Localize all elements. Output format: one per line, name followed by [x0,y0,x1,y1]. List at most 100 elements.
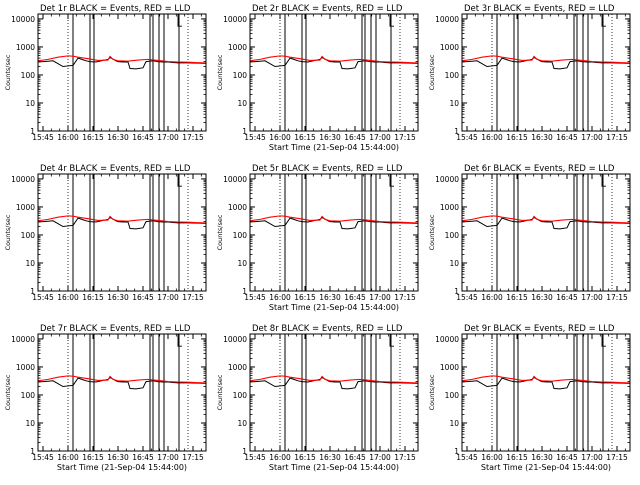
series-line-lld [38,215,206,224]
step-marker [177,334,182,347]
x-tick-label: 16:00 [481,453,503,462]
series-line-events [38,56,206,70]
x-axis-label: Start Time (21-Sep-04 15:44:00) [269,303,399,312]
plot-area [38,334,206,451]
step-marker [389,334,394,347]
y-tick-label: 1000 [440,363,459,372]
plot-frame [249,333,419,452]
x-tick-label: 15:45 [456,453,478,462]
x-tick-label: 16:00 [57,453,79,462]
series-line-lld [462,55,630,64]
y-tick-label: 10 [449,259,459,268]
x-tick-label: 17:15 [182,453,204,462]
y-tick-label: 10000 [11,15,35,24]
x-tick-label: 17:00 [369,453,391,462]
y-tick-label: 100 [445,231,460,240]
series-line-events [462,376,630,390]
chart-panel-5: Det 5r BLACK = Events, RED = LLD Counts/s… [216,164,419,312]
x-tick-label: 16:45 [344,133,366,142]
series-line-events [38,376,206,390]
x-tick-label: 17:00 [581,453,603,462]
x-tick-label: 15:45 [244,133,266,142]
y-tick-label: 1 [242,287,247,296]
x-tick-label: 16:45 [132,293,154,302]
y-axis-label: Counts/sec [4,54,12,90]
y-tick-label: 1000 [228,363,247,372]
x-tick-label: 17:00 [157,133,179,142]
x-tick-label: 17:00 [369,293,391,302]
x-tick-label: 15:45 [32,293,54,302]
plot-frame [249,173,419,292]
step-marker [177,174,182,187]
y-tick-label: 10000 [11,335,35,344]
plot-area [38,14,206,131]
x-tick-label: 17:15 [182,133,204,142]
series-line-events [250,376,418,390]
y-tick-label: 1 [30,287,35,296]
x-axis-label: Start Time (21-Sep-04 15:44:00) [481,463,611,472]
x-tick-label: 16:15 [506,293,528,302]
x-tick-label: 15:45 [32,133,54,142]
x-tick-label: 16:15 [82,293,104,302]
chart-panel-1: Det 1r BLACK = Events, RED = LLD Counts/s… [4,4,207,142]
x-tick-label: 17:00 [581,293,603,302]
x-tick-label: 16:15 [82,453,104,462]
x-tick-label: 16:45 [344,293,366,302]
series-line-lld [38,375,206,384]
y-tick-label: 10000 [435,335,459,344]
plot-frame [37,13,207,132]
y-tick-label: 1000 [228,203,247,212]
x-tick-label: 16:15 [294,293,316,302]
y-tick-label: 1 [30,447,35,456]
y-axis-label: Counts/sec [428,214,436,250]
chart-title: Det 7r BLACK = Events, RED = LLD [40,324,191,334]
x-tick-label: 16:15 [506,453,528,462]
y-axis-label: Counts/sec [428,54,436,90]
y-tick-label: 10000 [223,335,247,344]
series-line-events [250,56,418,70]
x-axis-label: Start Time (21-Sep-04 15:44:00) [57,463,187,472]
x-tick-label: 16:30 [107,133,129,142]
x-tick-label: 16:00 [481,293,503,302]
y-tick-label: 10000 [435,15,459,24]
y-tick-label: 100 [233,71,248,80]
step-marker [177,14,182,27]
y-tick-label: 10 [237,99,247,108]
series-line-events [250,216,418,230]
x-tick-label: 17:15 [394,133,416,142]
series-line-events [462,56,630,70]
x-tick-label: 15:45 [456,133,478,142]
x-tick-label: 16:00 [57,133,79,142]
plot-frame [461,333,631,452]
x-tick-label: 16:30 [531,293,553,302]
x-tick-label: 16:00 [481,133,503,142]
x-tick-label: 17:15 [394,293,416,302]
plot-frame [37,333,207,452]
x-tick-label: 16:45 [556,133,578,142]
x-tick-label: 15:45 [244,453,266,462]
y-tick-label: 1 [454,447,459,456]
y-tick-label: 100 [445,71,460,80]
chart-title: Det 3r BLACK = Events, RED = LLD [464,4,615,14]
plot-area [462,14,630,131]
chart-panel-2: Det 2r BLACK = Events, RED = LLD Counts/s… [216,4,419,152]
y-tick-label: 1000 [16,363,35,372]
chart-title: Det 4r BLACK = Events, RED = LLD [40,164,191,174]
y-tick-label: 1 [454,127,459,136]
y-axis-label: Counts/sec [4,374,12,410]
x-tick-label: 16:45 [132,133,154,142]
step-marker [601,14,606,27]
x-tick-label: 17:00 [369,133,391,142]
x-tick-label: 16:45 [132,453,154,462]
x-tick-label: 16:00 [269,133,291,142]
chart-panel-8: Det 8r BLACK = Events, RED = LLD Counts/s… [216,324,419,472]
y-tick-label: 1 [30,127,35,136]
y-tick-label: 10 [25,99,35,108]
y-tick-label: 1 [242,447,247,456]
x-tick-label: 17:00 [157,453,179,462]
y-tick-label: 10 [25,419,35,428]
x-tick-label: 15:45 [456,293,478,302]
chart-panel-7: Det 7r BLACK = Events, RED = LLD Counts/s… [4,324,207,472]
